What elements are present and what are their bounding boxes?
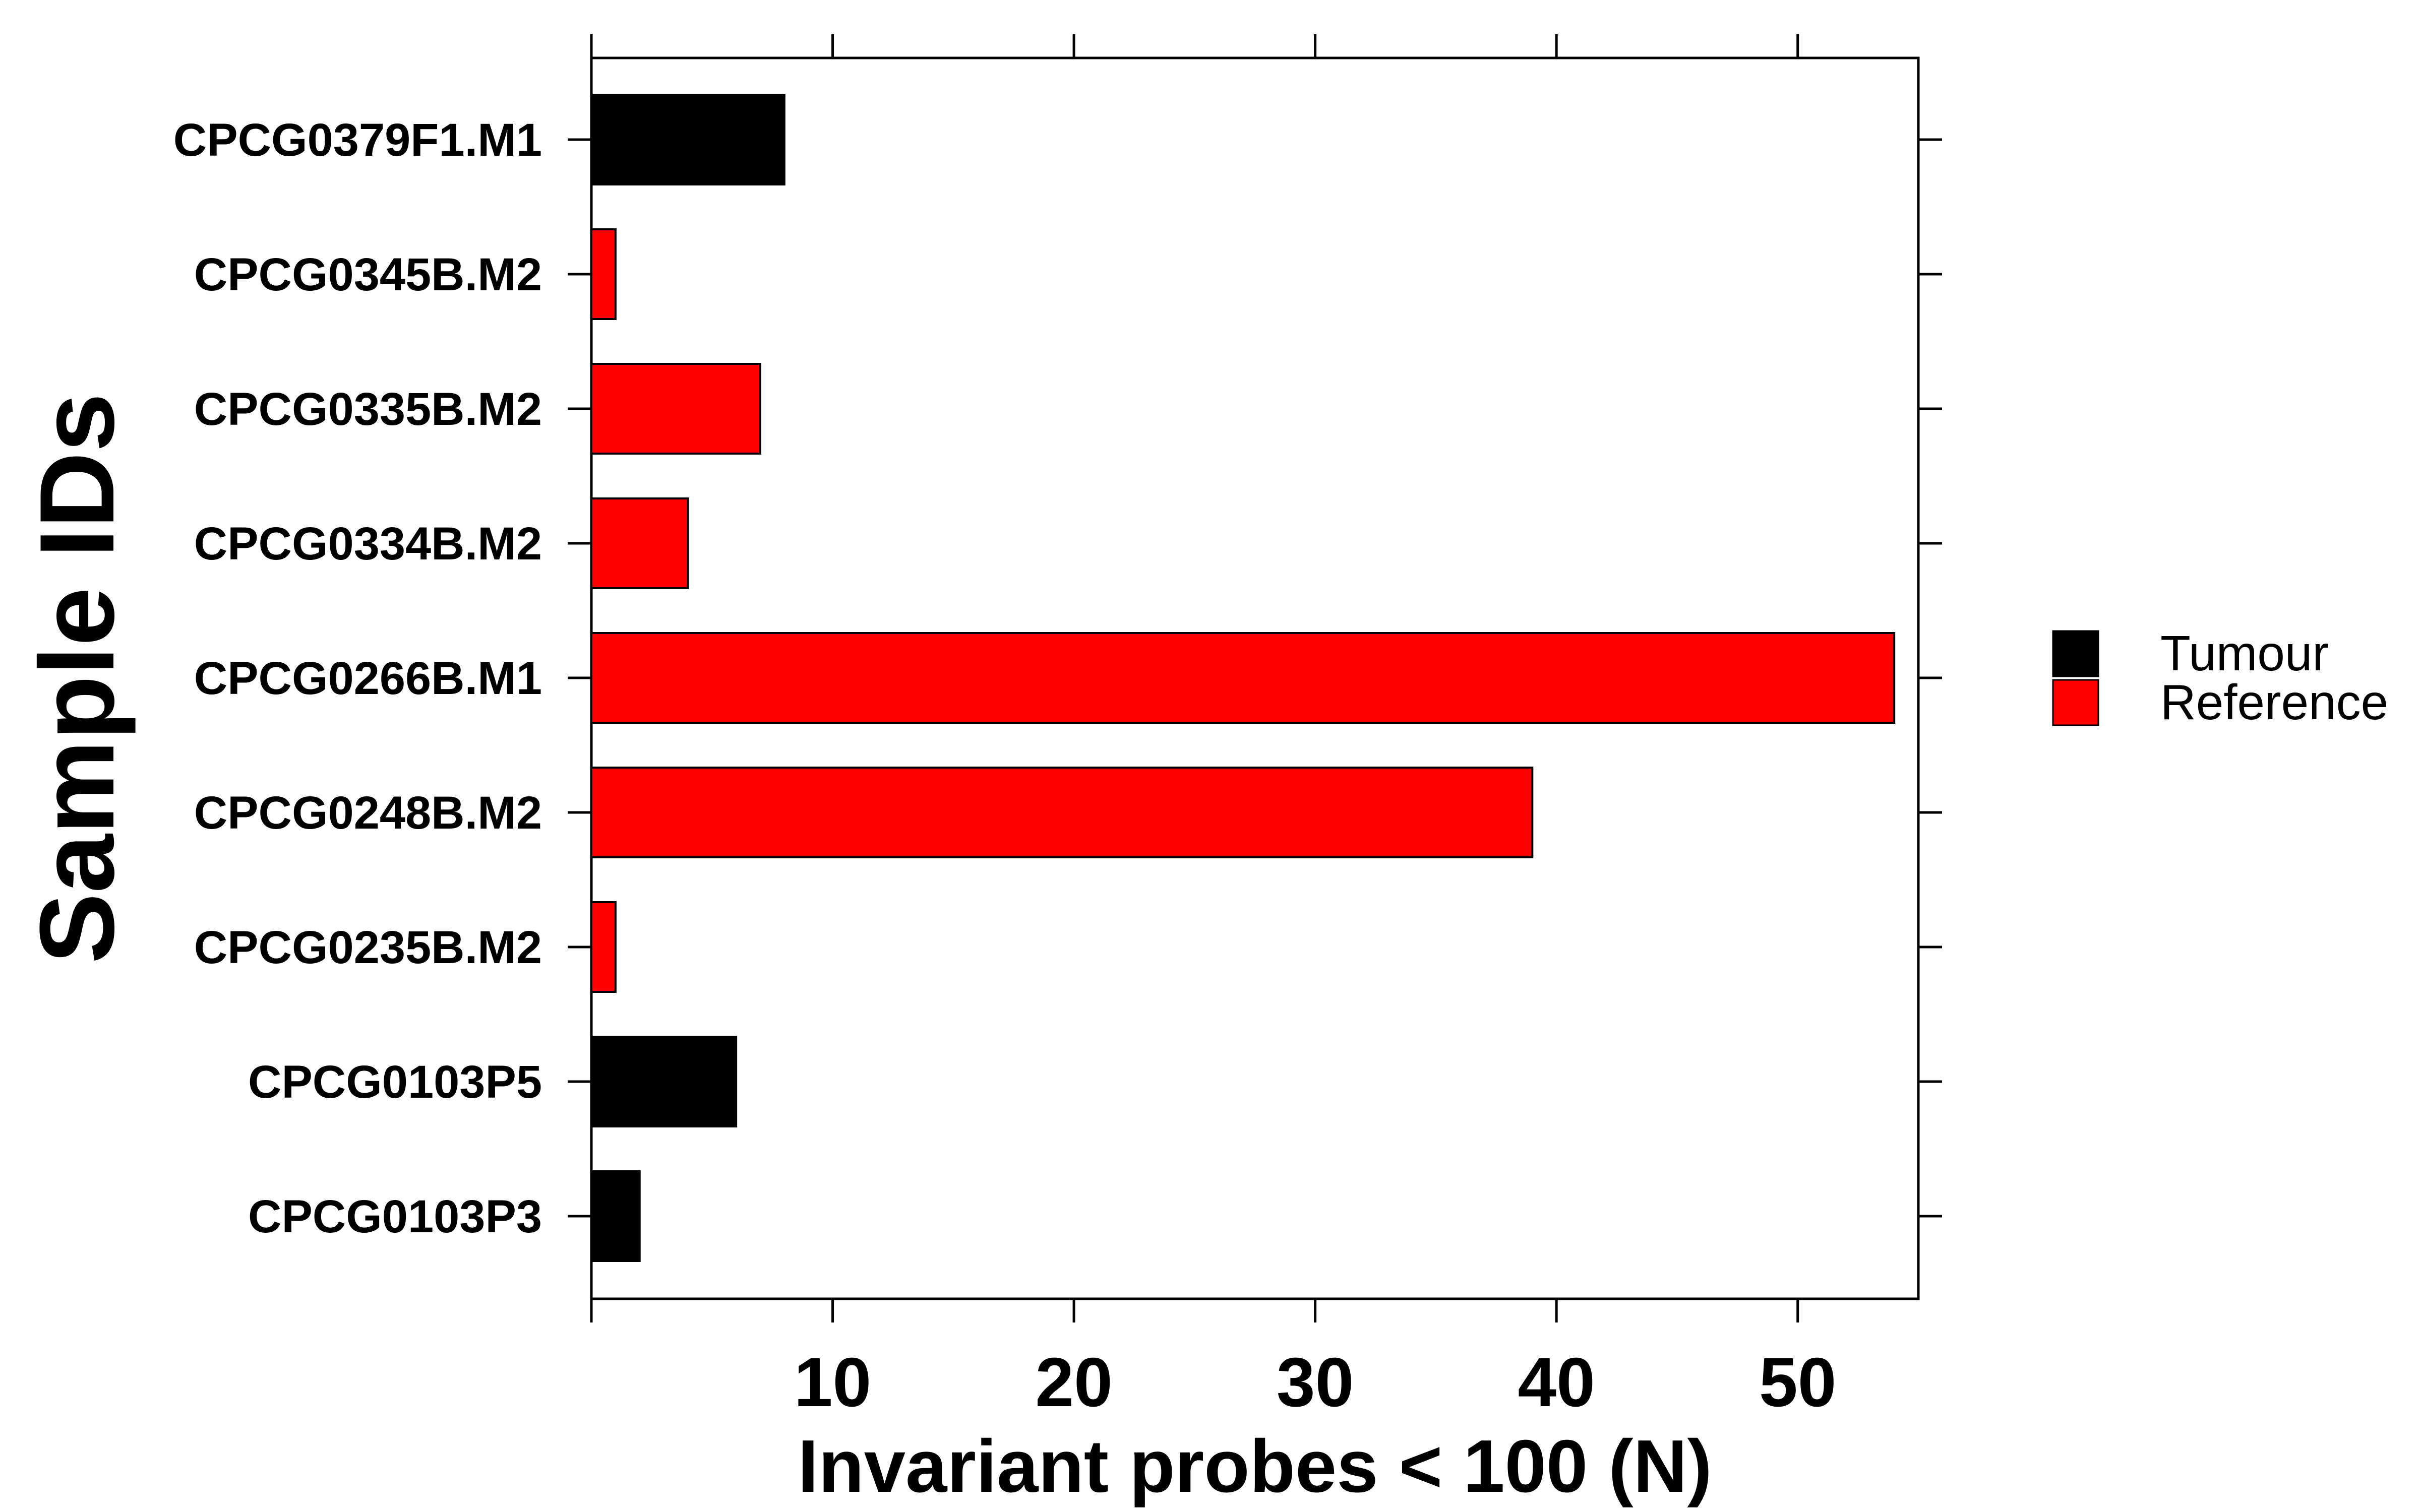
x-tick-label: 30 <box>1277 1344 1354 1421</box>
bar <box>590 767 1534 858</box>
bar <box>590 1036 738 1127</box>
y-tick-label: CPCG0103P5 <box>248 1056 542 1108</box>
bar <box>590 363 761 455</box>
legend-label: Reference <box>2160 674 2388 730</box>
y-tick-label: CPCG0345B.M2 <box>194 249 542 300</box>
legend-label: Tumour <box>2160 625 2329 681</box>
x-tick-label: 10 <box>794 1344 872 1421</box>
x-tick-label: 40 <box>1518 1344 1595 1421</box>
y-axis-label: Sample IDs <box>18 393 136 964</box>
y-axis-ticks: CPCG0379F1.M1 CPCG0345B.M2 CPCG0335B.M2 CPC… <box>173 114 1942 1242</box>
y-tick-label: CPCG0103P3 <box>248 1191 542 1242</box>
bar <box>590 1170 641 1262</box>
y-tick-label: CPCG0335B.M2 <box>194 384 542 435</box>
bar <box>590 632 1896 724</box>
x-tick-label: 50 <box>1759 1344 1837 1421</box>
y-tick-label: CPCG0248B.M2 <box>194 787 542 839</box>
y-tick-label: CPCG0266B.M1 <box>194 653 542 704</box>
bar <box>590 497 689 589</box>
x-axis-ticks: 10 20 30 40 50 <box>590 34 1837 1421</box>
legend-swatch <box>2052 630 2099 677</box>
x-tick-label: 20 <box>1035 1344 1113 1421</box>
bar <box>590 901 617 993</box>
y-tick-label: CPCG0379F1.M1 <box>173 114 542 166</box>
bars-layer <box>590 94 1896 1262</box>
legend-swatch <box>2052 679 2099 726</box>
y-tick-label: CPCG0334B.M2 <box>194 518 542 570</box>
x-axis-label: Invariant probes < 100 (N) <box>798 1425 1712 1508</box>
y-tick-label: CPCG0235B.M2 <box>194 922 542 973</box>
bar <box>590 94 785 185</box>
bar <box>590 228 617 320</box>
